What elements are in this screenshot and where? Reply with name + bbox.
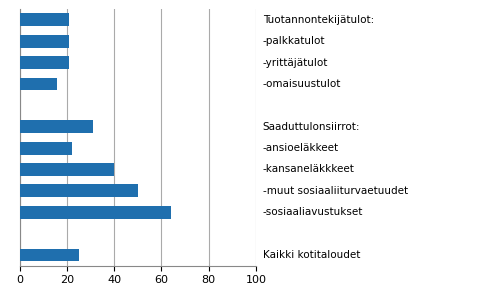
Text: Tuotannontekijätulot:: Tuotannontekijätulot: — [263, 15, 374, 25]
Text: -omaisuustulot: -omaisuustulot — [263, 79, 341, 89]
Text: -kansaneläkkkeet: -kansaneläkkkeet — [263, 165, 355, 175]
Bar — [20, 249, 79, 262]
Text: -palkkatulot: -palkkatulot — [263, 36, 325, 46]
Bar — [20, 120, 93, 133]
Bar — [20, 13, 69, 26]
Bar — [20, 163, 114, 176]
Text: Kaikki kotitaloudet: Kaikki kotitaloudet — [263, 250, 360, 260]
Bar — [20, 78, 58, 90]
Bar — [20, 206, 171, 219]
Bar — [20, 185, 138, 197]
Bar — [20, 142, 72, 155]
Bar — [20, 35, 69, 48]
Text: -muut sosiaaliiturvaetuudet: -muut sosiaaliiturvaetuudet — [263, 186, 408, 196]
Text: -yrittäjätulot: -yrittäjätulot — [263, 58, 328, 68]
Bar — [20, 56, 69, 69]
Text: -ansioeläkkeet: -ansioeläkkeet — [263, 143, 339, 153]
Text: -sosiaaliavustukset: -sosiaaliavustukset — [263, 207, 363, 217]
Text: Saaduttulonsiirrot:: Saaduttulonsiirrot: — [263, 122, 360, 132]
